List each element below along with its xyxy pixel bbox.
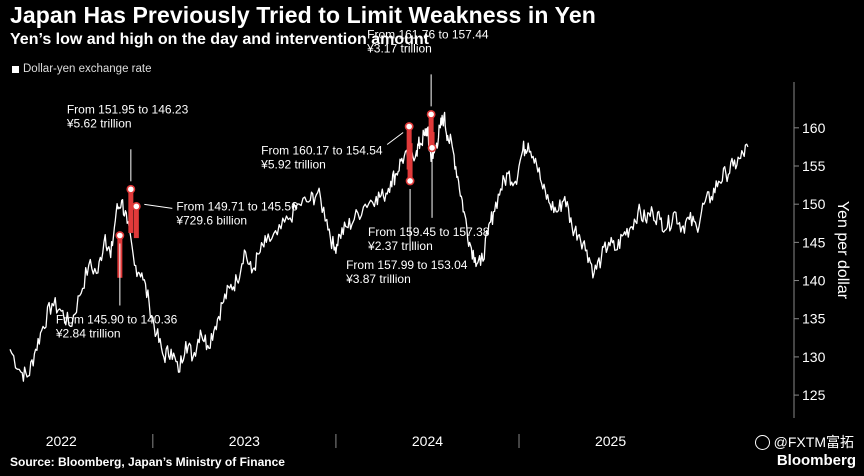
annotation-range: From 159.45 to 157.38 [368,225,490,239]
source-note: Source: Bloomberg, Japan’s Ministry of F… [10,455,285,469]
annotation-range: From 145.90 to 140.36 [56,312,178,326]
annotation-range: From 161.76 to 157.44 [367,27,489,41]
y-tick-label: 135 [802,311,826,327]
annotation-amount: ¥5.62 trillion [66,116,132,130]
series-line [9,111,749,382]
y-tick-label: 130 [802,349,826,365]
intervention-marker [427,143,437,153]
y-axis-label: Yen per dollar [834,201,851,300]
annotation-amount: ¥2.37 trillion [367,239,433,253]
intervention-marker [404,122,414,131]
x-tick-label: 2023 [229,433,260,449]
legend-swatch [12,65,19,73]
annotation-arrow [386,132,404,145]
intervention-bar [128,189,134,233]
annotation-amount: ¥3.17 trillion [366,41,432,55]
brand-logo: Bloomberg [776,452,856,469]
annotation-range: From 149.71 to 145.56 [176,199,298,213]
annotation-amount: ¥729.6 billion [175,213,247,227]
annotation-range: From 151.95 to 146.23 [67,102,189,116]
y-tick-label: 125 [802,387,826,403]
intervention-marker [405,176,415,186]
intervention-bar [429,132,435,148]
x-tick-label: 2025 [595,433,626,449]
intervention-bar [133,206,139,239]
watermark-icon [754,434,770,450]
intervention-marker [131,201,141,211]
intervention-marker [426,109,436,119]
legend-label: Dollar-yen exchange rate [23,63,152,75]
watermark: @FXTM富拓 [754,432,854,452]
annotation-amount: ¥5.92 trillion [260,158,326,172]
y-tick-label: 160 [802,120,826,136]
intervention-bar [428,114,434,148]
watermark-text: @FXTM富拓 [773,434,854,450]
annotation-range: From 157.99 to 153.04 [346,258,468,272]
x-tick-label: 2022 [46,433,77,449]
intervention-marker [115,231,125,240]
y-tick-label: 155 [802,158,826,174]
annotation-range: From 160.17 to 154.54 [261,144,383,158]
y-tick-label: 150 [802,196,826,212]
legend: Dollar-yen exchange rate [12,63,152,75]
y-tick-label: 140 [802,273,826,289]
annotation-arrow [144,203,173,209]
chart-subtitle: Yen’s low and high on the day and interv… [10,31,429,48]
intervention-marker [126,184,136,194]
chart-title: Japan Has Previously Tried to Limit Weak… [10,2,596,28]
intervention-bar [407,143,413,181]
annotation-amount: ¥3.87 trillion [345,272,411,286]
x-tick-label: 2024 [412,433,443,449]
annotation-amount: ¥2.84 trillion [55,326,121,340]
y-tick-label: 145 [802,234,826,250]
